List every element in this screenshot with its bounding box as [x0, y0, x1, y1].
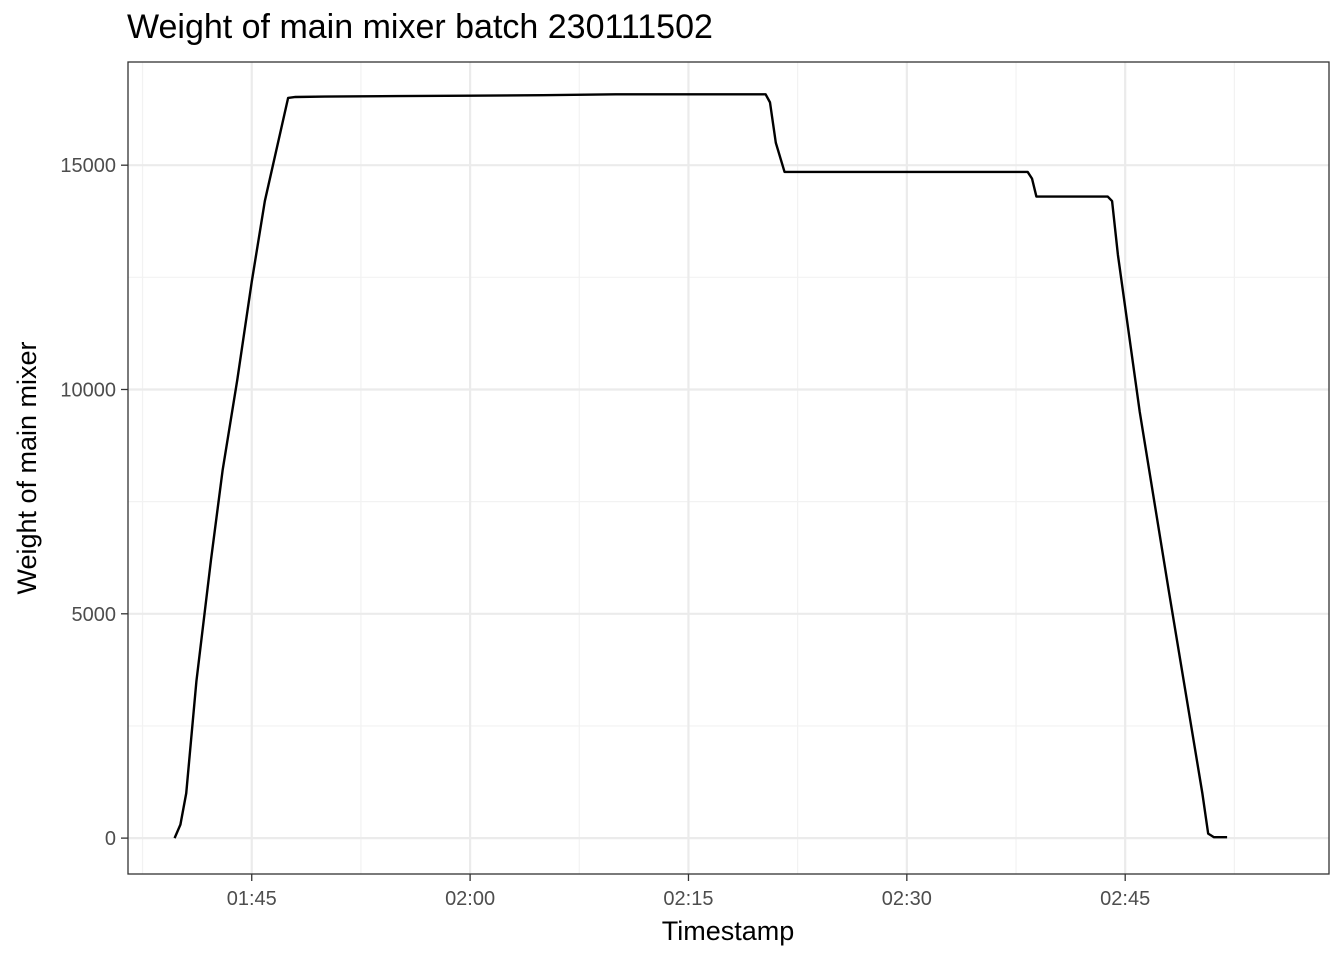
x-tick-label: 02:30	[882, 888, 932, 910]
y-axis-ticks: 0 5000 10000 15000	[60, 155, 128, 850]
y-axis-title: Weight of main mixer	[12, 341, 42, 594]
y-tick-label: 15000	[60, 155, 116, 177]
x-axis-ticks: 01:45 02:00 02:15 02:30 02:45	[227, 874, 1150, 910]
x-tick-label: 01:45	[227, 888, 277, 910]
weight-series-line	[173, 93, 1228, 839]
x-tick-label: 02:45	[1100, 888, 1150, 910]
x-tick-label: 02:00	[445, 888, 495, 910]
major-gridlines	[128, 62, 1329, 874]
minor-gridlines	[128, 62, 1329, 874]
chart-title: Weight of main mixer batch 230111502	[127, 8, 713, 46]
panel-border	[127, 61, 1330, 875]
y-tick-label: 0	[105, 828, 116, 850]
y-tick-label: 5000	[72, 604, 117, 626]
x-tick-label: 02:15	[663, 888, 713, 910]
y-tick-label: 10000	[60, 379, 116, 401]
x-axis-title: Timestamp	[662, 916, 795, 946]
